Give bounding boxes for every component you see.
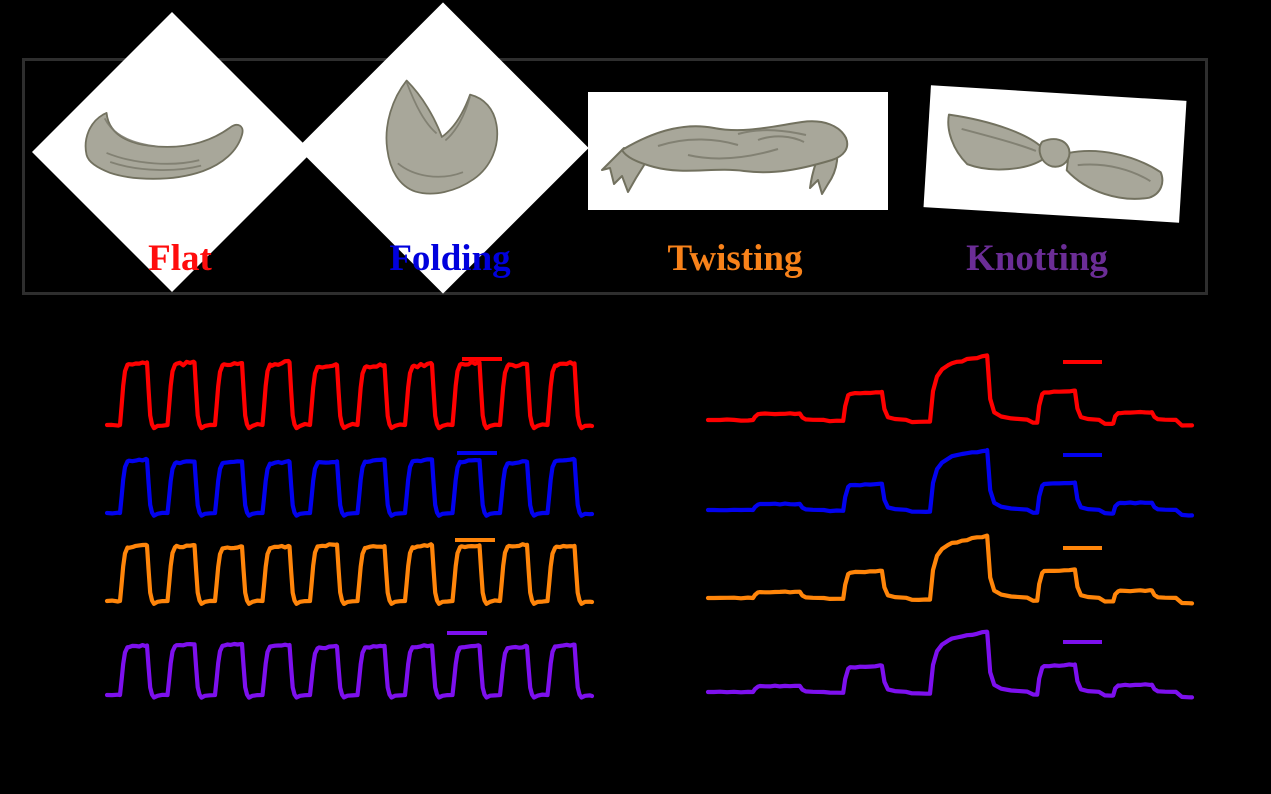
right-trace-knotting [705, 629, 1195, 700]
flat-fabric-illustration [84, 112, 244, 180]
folding-label: Folding [389, 238, 511, 279]
twisting-fabric-illustration [601, 120, 849, 195]
knotting-fabric-illustration [947, 113, 1164, 200]
left-trace-flat [104, 358, 595, 431]
left-trace-knotting [104, 641, 595, 700]
right-trace-twisting [705, 533, 1195, 606]
flat-label: Flat [148, 238, 212, 279]
knotting-label: Knotting [966, 238, 1108, 279]
right-trace-folding [705, 447, 1195, 518]
folding-fabric-illustration [385, 79, 499, 195]
left-trace-twisting [104, 542, 595, 606]
right-trace-flat [705, 353, 1195, 428]
twisting-label: Twisting [667, 238, 803, 279]
left-trace-folding [104, 456, 595, 518]
